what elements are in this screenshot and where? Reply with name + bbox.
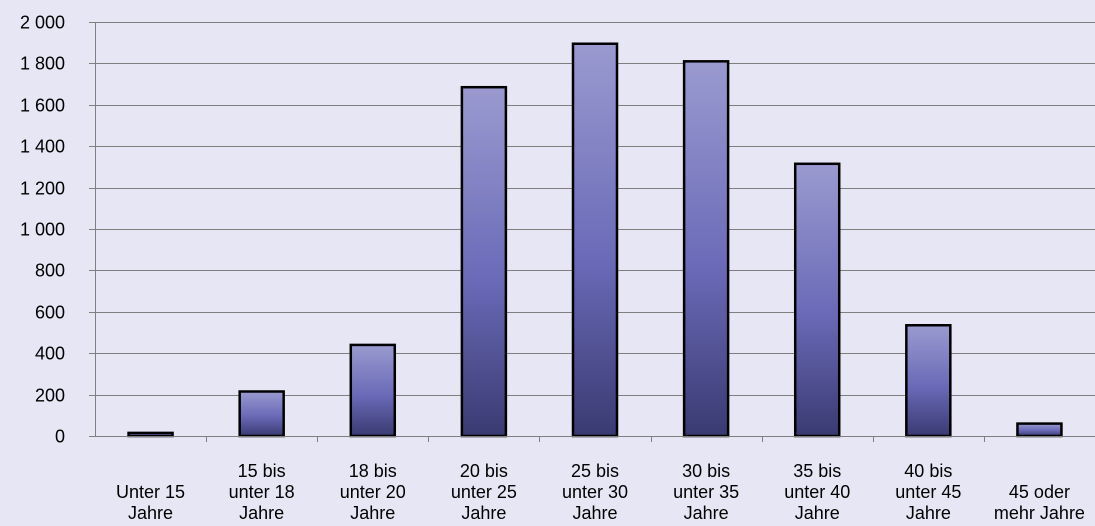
y-tick-label: 0: [55, 427, 65, 447]
x-category-label: 40 bis unter 45 Jahre: [895, 461, 961, 523]
y-tick-label: 400: [35, 344, 65, 364]
bars: [127, 42, 1063, 438]
y-tick-label: 600: [35, 303, 65, 323]
x-category-label: 45 oder mehr Jahre: [994, 482, 1085, 523]
y-tick-label: 1 400: [20, 137, 65, 157]
bar: [127, 431, 174, 438]
x-category-label: Unter 15 Jahre: [116, 482, 185, 523]
y-axis-tick-labels: 0 200 400 600 800 1 000 1 200 1 400 1 600 1 800 2 …: [20, 13, 65, 447]
bar: [571, 42, 619, 438]
x-category-label: 18 bis unter 20 Jahre: [340, 461, 406, 523]
bar: [905, 324, 952, 438]
x-category-label: 20 bis unter 25 Jahre: [451, 461, 517, 523]
bar: [460, 85, 508, 438]
bar: [682, 60, 730, 438]
axes: [89, 22, 1095, 442]
bar: [238, 390, 285, 438]
y-tick-label: 2 000: [20, 13, 65, 33]
y-tick-label: 800: [35, 261, 65, 281]
x-category-label: 30 bis unter 35 Jahre: [673, 461, 739, 523]
y-tick-label: 1 000: [20, 220, 65, 240]
bar: [349, 343, 397, 438]
bar: [1016, 422, 1063, 438]
x-axis-category-labels: Unter 15 Jahre 15 bis unter 18 Jahre 18 bis un…: [116, 461, 1085, 523]
y-tick-label: 1 800: [20, 54, 65, 74]
x-category-label: 25 bis unter 30 Jahre: [562, 461, 628, 523]
bar: [793, 162, 841, 438]
x-category-label: 35 bis unter 40 Jahre: [784, 461, 850, 523]
y-tick-label: 200: [35, 386, 65, 406]
y-tick-label: 1 600: [20, 96, 65, 116]
x-category-label: 15 bis unter 18 Jahre: [229, 461, 295, 523]
y-tick-label: 1 200: [20, 179, 65, 199]
